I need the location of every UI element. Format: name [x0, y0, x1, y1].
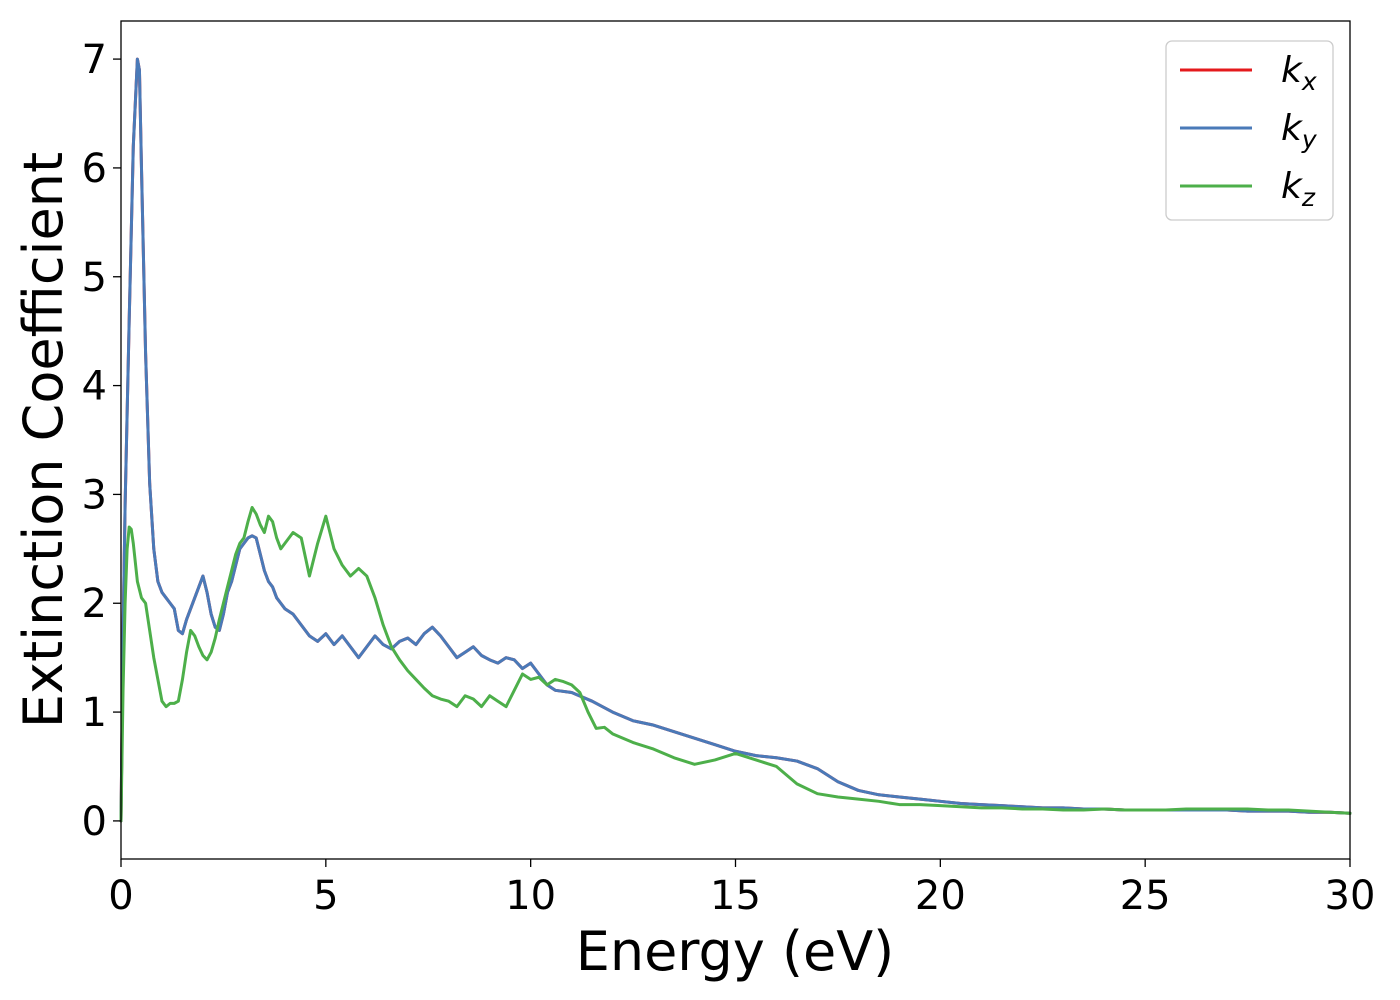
y-tick-label: 2: [82, 581, 107, 627]
y-tick-label: 7: [82, 37, 107, 83]
x-tick-label: 5: [313, 873, 338, 919]
x-axis-label: Energy (eV): [576, 920, 895, 983]
x-tick-label: 25: [1120, 873, 1171, 919]
y-tick-label: 4: [82, 364, 107, 410]
y-tick-label: 5: [82, 255, 107, 301]
plot-lines: [119, 57, 1352, 823]
legend-entries: kx ky kz: [1180, 50, 1318, 212]
legend-label-x: kx: [1281, 50, 1317, 96]
series-line-y: [119, 57, 1352, 823]
y-tick-label: 3: [82, 472, 107, 518]
series-line-z: [119, 505, 1352, 823]
legend-label-z: kz: [1281, 166, 1316, 212]
y-tick-label: 1: [82, 690, 107, 736]
legend: kx ky kz: [1165, 40, 1334, 221]
y-tick-label: 0: [82, 799, 107, 845]
legend-label-y: ky: [1281, 108, 1318, 154]
y-tick-label: 6: [82, 146, 107, 192]
x-tick-label: 10: [505, 873, 556, 919]
x-tick-label: 0: [108, 873, 133, 919]
x-tick-label: 15: [710, 873, 761, 919]
y-axis-ticks: 0 1 2 3 4 5 6 7: [82, 37, 121, 845]
y-axis-label: Extinction Coefficient: [12, 152, 75, 728]
legend-box: [1165, 40, 1334, 221]
x-axis-ticks: 0 5 10 15 20 25 30: [108, 859, 1375, 919]
x-tick-label: 20: [915, 873, 966, 919]
x-tick-label: 30: [1325, 873, 1376, 919]
